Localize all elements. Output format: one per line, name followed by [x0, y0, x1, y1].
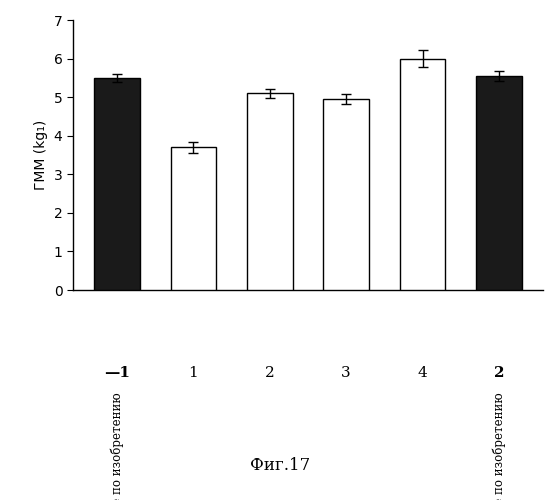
Bar [171, 148, 216, 290]
Bar [94, 78, 140, 290]
Text: 2: 2 [265, 366, 275, 380]
Text: 1: 1 [189, 366, 198, 380]
Y-axis label: ГММ (kg₁): ГММ (kg₁) [34, 120, 48, 190]
Text: Не по изобретению: Не по изобретению [492, 392, 506, 500]
Text: —1: —1 [104, 366, 130, 380]
Bar [476, 76, 522, 290]
Text: Фиг.17: Фиг.17 [250, 457, 310, 474]
Text: 2: 2 [494, 366, 504, 380]
Text: 4: 4 [418, 366, 427, 380]
Text: Не по изобретению: Не по изобретению [110, 392, 124, 500]
Bar [247, 94, 293, 290]
Text: 3: 3 [342, 366, 351, 380]
Bar [323, 99, 369, 290]
Bar [400, 58, 445, 290]
